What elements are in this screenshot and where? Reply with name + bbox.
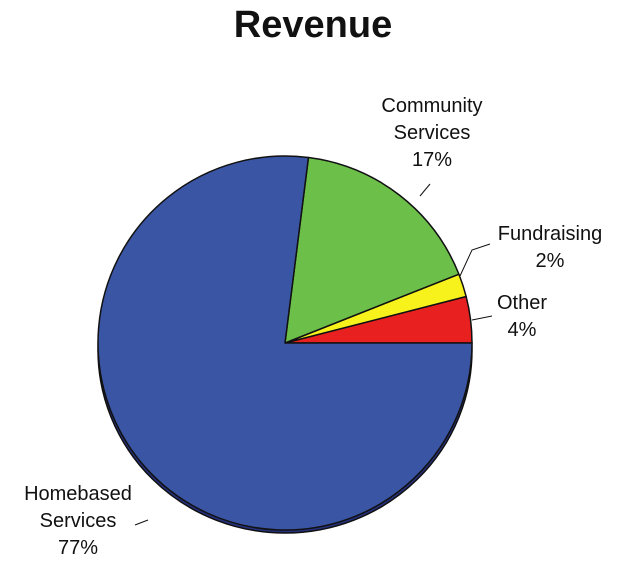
leader-line: [471, 315, 493, 321]
slice-name-label: Services: [40, 510, 117, 532]
chart-title: Revenue: [233, 4, 393, 46]
slice-name-label: Other: [497, 292, 547, 314]
slice-percent-label: 2%: [536, 250, 565, 272]
slice-name-label: Services: [394, 122, 471, 144]
pie-slice-community-services: [284, 156, 460, 344]
slice-percent-label: 17%: [412, 149, 452, 171]
leader-line: [419, 183, 431, 197]
slice-name-label: Community: [381, 95, 482, 117]
slice-name-label: Fundraising: [498, 223, 603, 245]
slice-percent-label: 77%: [58, 537, 98, 559]
pie-slice-homebased-services: [97, 155, 473, 531]
slice-name-label: Homebased: [24, 483, 132, 505]
slice-percent-label: 4%: [508, 319, 537, 341]
leader-line: [134, 519, 149, 526]
leader-line: [459, 243, 491, 277]
